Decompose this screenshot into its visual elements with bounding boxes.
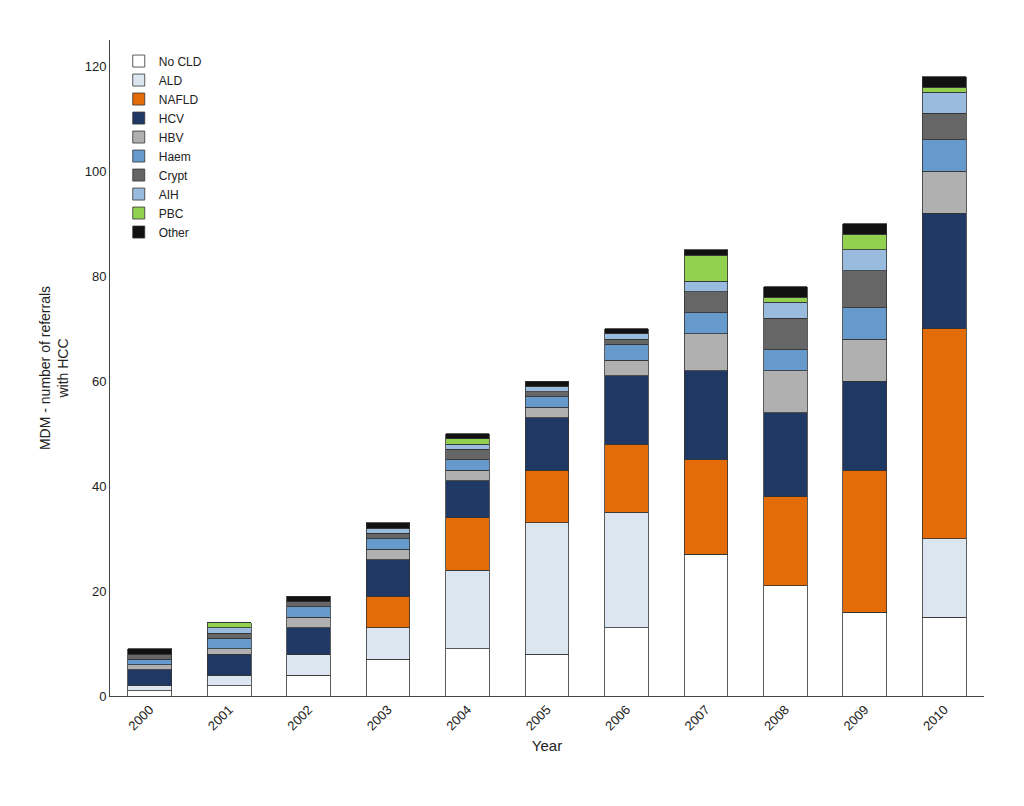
svg-text:2001: 2001	[205, 702, 236, 733]
svg-text:ALD: ALD	[159, 74, 183, 88]
svg-text:2000: 2000	[125, 702, 156, 733]
svg-text:2010: 2010	[920, 702, 951, 733]
svg-text:0: 0	[99, 689, 106, 704]
svg-text:HBV: HBV	[159, 131, 184, 145]
svg-text:20: 20	[92, 584, 106, 599]
svg-text:2003: 2003	[364, 702, 395, 733]
svg-text:No CLD: No CLD	[159, 55, 202, 69]
svg-text:PBC: PBC	[159, 207, 184, 221]
svg-text:Haem: Haem	[159, 150, 191, 164]
svg-text:HCV: HCV	[159, 112, 184, 126]
svg-text:60: 60	[92, 374, 106, 389]
svg-text:100: 100	[85, 164, 107, 179]
svg-text:2009: 2009	[840, 702, 871, 733]
svg-text:120: 120	[85, 59, 107, 74]
svg-text:40: 40	[92, 479, 106, 494]
svg-text:2006: 2006	[602, 702, 633, 733]
svg-text:2004: 2004	[443, 702, 474, 733]
svg-text:Year: Year	[532, 737, 562, 754]
svg-text:2007: 2007	[682, 702, 713, 733]
svg-text:Crypt: Crypt	[159, 169, 188, 183]
svg-text:Other: Other	[159, 226, 189, 240]
svg-text:80: 80	[92, 269, 106, 284]
svg-text:NAFLD: NAFLD	[159, 93, 199, 107]
svg-text:2008: 2008	[761, 702, 792, 733]
svg-text:MDM - number of referralswith: MDM - number of referralswith HCC	[37, 286, 71, 450]
svg-text:AIH: AIH	[159, 188, 179, 202]
svg-text:2002: 2002	[284, 702, 315, 733]
svg-text:2005: 2005	[523, 702, 554, 733]
